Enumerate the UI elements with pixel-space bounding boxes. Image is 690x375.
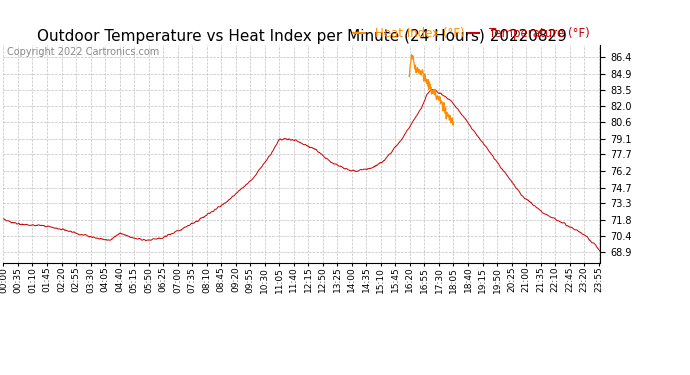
Text: Copyright 2022 Cartronics.com: Copyright 2022 Cartronics.com xyxy=(7,47,159,57)
Legend: Heat Index (°F), Temperature (°F): Heat Index (°F), Temperature (°F) xyxy=(348,22,594,45)
Title: Outdoor Temperature vs Heat Index per Minute (24 Hours) 20220829: Outdoor Temperature vs Heat Index per Mi… xyxy=(37,29,566,44)
